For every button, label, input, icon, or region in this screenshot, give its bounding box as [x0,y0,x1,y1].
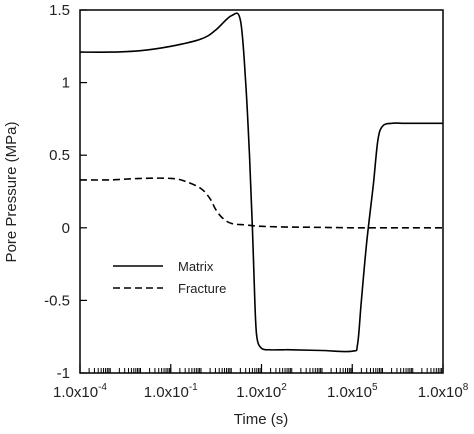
x-tick-exponent: 5 [372,382,378,393]
y-tick-label: 1 [62,75,70,92]
y-axis-title: Pore Pressure (MPa) [3,122,20,263]
legend-label-matrix: Matrix [178,259,214,274]
y-axis-ticks: 1.5 1 0.5 0 -0.5 -1 [44,2,87,382]
x-tick-mantissa: 1.0x10 [418,384,463,401]
y-tick-label: -0.5 [44,292,70,309]
legend: Matrix Fracture [113,259,226,296]
y-tick-label: 1.5 [49,2,70,19]
series-line-fracture [79,177,443,229]
y-tick-label: 0 [62,220,70,237]
x-tick-exponent: 2 [281,382,287,393]
x-tick-label: 1.0x10-4 [53,382,107,401]
x-tick-label: 1.0x102 [236,382,287,401]
x-tick-label: 1.0x108 [418,382,469,401]
x-tick-exponent: -1 [189,382,198,393]
x-tick-label: 1.0x10-1 [144,382,198,401]
x-tick-mantissa: 1.0x10 [53,384,98,401]
x-axis-ticks: 1.0x10-4 1.0x10-1 1.0x102 1.0x105 1.0x108 [53,364,469,401]
x-tick-mantissa: 1.0x10 [144,384,189,401]
y-tick-label: -1 [57,365,70,382]
legend-label-fracture: Fracture [178,281,226,296]
series-layer [79,12,443,353]
y-tick-label: 0.5 [49,147,70,164]
x-tick-exponent: 8 [463,382,469,393]
x-tick-mantissa: 1.0x10 [236,384,281,401]
x-axis-title: Time (s) [234,411,288,428]
x-tick-label: 1.0x105 [327,382,378,401]
plot-frame [79,9,444,374]
x-tick-exponent: -4 [98,382,107,393]
series-line-matrix [79,12,443,353]
x-tick-mantissa: 1.0x10 [327,384,372,401]
x-minor-ticks [79,368,443,373]
